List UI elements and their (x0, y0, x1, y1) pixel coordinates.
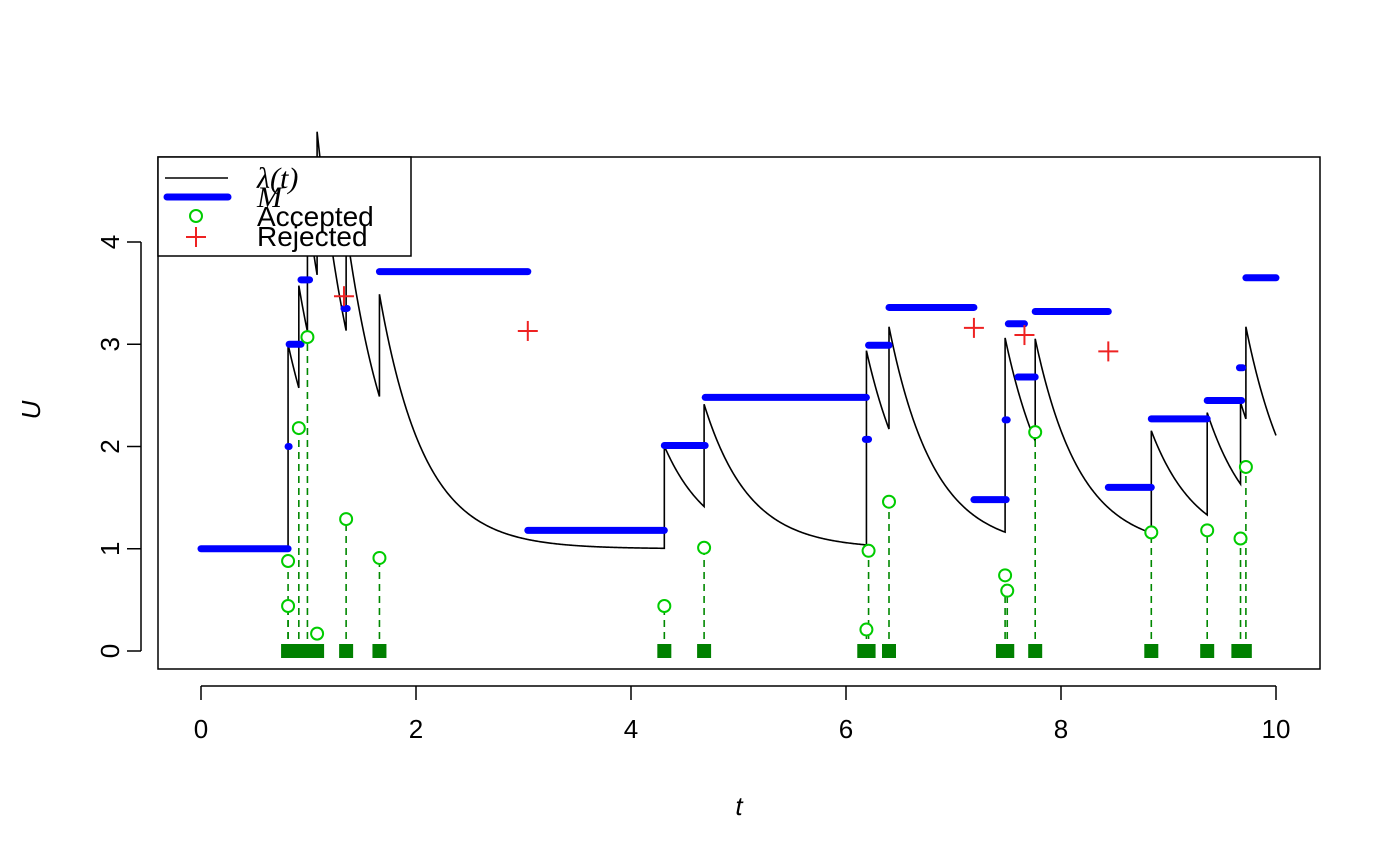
accepted-point (281, 599, 296, 614)
event-marker (310, 644, 325, 658)
x-tick-label: 6 (839, 714, 853, 744)
accepted-point (1200, 523, 1215, 538)
event-marker (697, 644, 712, 658)
accepted-point (697, 540, 712, 555)
legend-label-bound: M (256, 181, 284, 214)
rejected-point (517, 320, 538, 341)
y-axis-title: U (16, 400, 46, 419)
accepted-point (339, 512, 354, 527)
rejected-points (333, 286, 1119, 362)
legend-box (157, 156, 412, 257)
legend-label-rejected: Rejected (257, 221, 368, 252)
y-tick-label: 3 (95, 337, 125, 351)
accepted-point (859, 622, 874, 637)
accepted-point (291, 421, 306, 436)
accepted-point (1144, 525, 1159, 540)
accepted-point (1000, 583, 1015, 598)
event-marker (657, 644, 672, 658)
accepted-point (657, 599, 672, 614)
x-axis-title: t (735, 791, 744, 821)
event-marker (1028, 644, 1043, 658)
y-axis: 0 1 2 3 4 (95, 235, 142, 658)
accepted-point (281, 554, 296, 569)
accepted-point (1238, 459, 1253, 474)
event-marker (1000, 644, 1015, 658)
legend-label-intensity: λ(t) (256, 162, 298, 195)
y-tick-label: 0 (95, 644, 125, 658)
intensity-line (201, 131, 1277, 550)
event-marker (861, 644, 876, 658)
rejected-point (1014, 325, 1035, 346)
accepted-point (861, 543, 876, 558)
accepted-point (372, 550, 387, 565)
x-tick-label: 10 (1262, 714, 1291, 744)
accepted-point (882, 494, 896, 509)
accepted-point (998, 568, 1013, 583)
plot-frame (157, 156, 1321, 670)
accepted-point (1028, 425, 1043, 440)
event-marker (372, 644, 387, 658)
rejected-point (333, 286, 354, 307)
accepted-point (300, 330, 315, 345)
x-axis: 0 2 4 6 8 10 (194, 685, 1291, 744)
event-marker (1237, 644, 1252, 658)
x-tick-label: 0 (194, 714, 208, 744)
x-tick-label: 2 (409, 714, 423, 744)
intensity-series (201, 131, 1277, 550)
y-tick-label: 2 (95, 439, 125, 453)
event-marker (882, 644, 896, 658)
x-tick-label: 4 (624, 714, 638, 744)
legend-accepted-swatch (189, 209, 203, 223)
rejected-point (1098, 341, 1119, 362)
accepted-point (310, 626, 325, 641)
event-rug (281, 644, 1252, 658)
accepted-points (281, 330, 1253, 641)
event-marker (1200, 644, 1215, 658)
accepted-stems (287, 337, 1247, 651)
accepted-point (1233, 531, 1248, 546)
legend-rejected-swatch (186, 227, 206, 247)
legend-label-accepted: Accepted (257, 201, 374, 232)
x-tick-label: 8 (1054, 714, 1068, 744)
y-tick-label: 4 (95, 235, 125, 249)
legend: λ(t) M Accepted Rejected (157, 156, 412, 257)
event-marker (1144, 644, 1159, 658)
rejected-point (963, 317, 984, 338)
event-marker (339, 644, 354, 658)
y-tick-label: 1 (95, 542, 125, 556)
